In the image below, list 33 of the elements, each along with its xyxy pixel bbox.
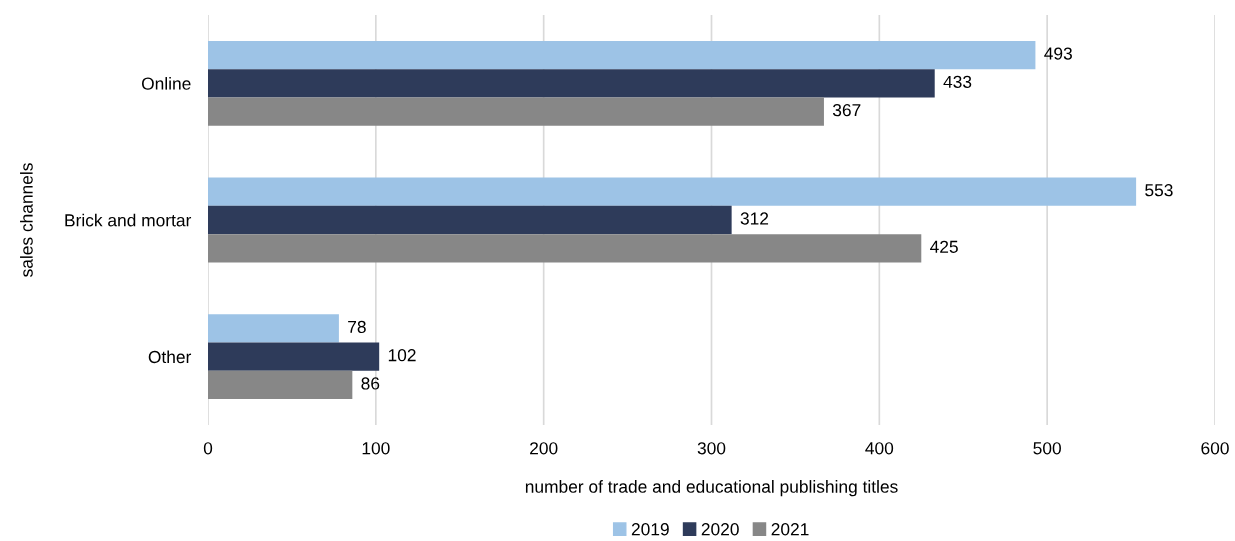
bar: [208, 314, 339, 343]
x-tick-label: 400: [865, 442, 894, 455]
x-tick-label: 0: [203, 442, 213, 455]
data-label: 102: [388, 349, 416, 362]
data-label: 367: [832, 103, 861, 117]
data-label: 86: [361, 377, 380, 390]
y-axis-title: sales channels: [20, 163, 33, 277]
bar: [208, 370, 353, 400]
y-tick-label: Brick and mortar: [65, 213, 192, 227]
data-label: 78: [348, 320, 366, 334]
legend-label: 2019: [631, 523, 669, 536]
legend-label: 2021: [771, 523, 809, 536]
legend-label: 2020: [701, 523, 739, 536]
data-label: 433: [943, 75, 972, 88]
bar: [208, 177, 1137, 206]
x-tick-label: 100: [362, 442, 390, 455]
bar: [208, 97, 824, 126]
bar: [208, 234, 922, 263]
x-tick-label: 600: [1201, 442, 1229, 455]
x-tick-label: 300: [697, 442, 726, 455]
data-label: 553: [1145, 184, 1173, 197]
data-label: 493: [1044, 47, 1072, 60]
data-label: 425: [930, 240, 958, 253]
bar: [208, 205, 732, 235]
bar: [208, 40, 1036, 70]
x-tick-label: 200: [530, 442, 558, 455]
bar: [208, 342, 380, 371]
x-tick-label: 500: [1033, 442, 1061, 455]
y-tick-label: Online: [141, 77, 191, 90]
bar: [208, 69, 935, 98]
y-tick-label: Other: [148, 350, 192, 364]
x-axis-title: number of trade and educational publishing titles: [525, 480, 898, 497]
data-label: 312: [740, 212, 769, 225]
